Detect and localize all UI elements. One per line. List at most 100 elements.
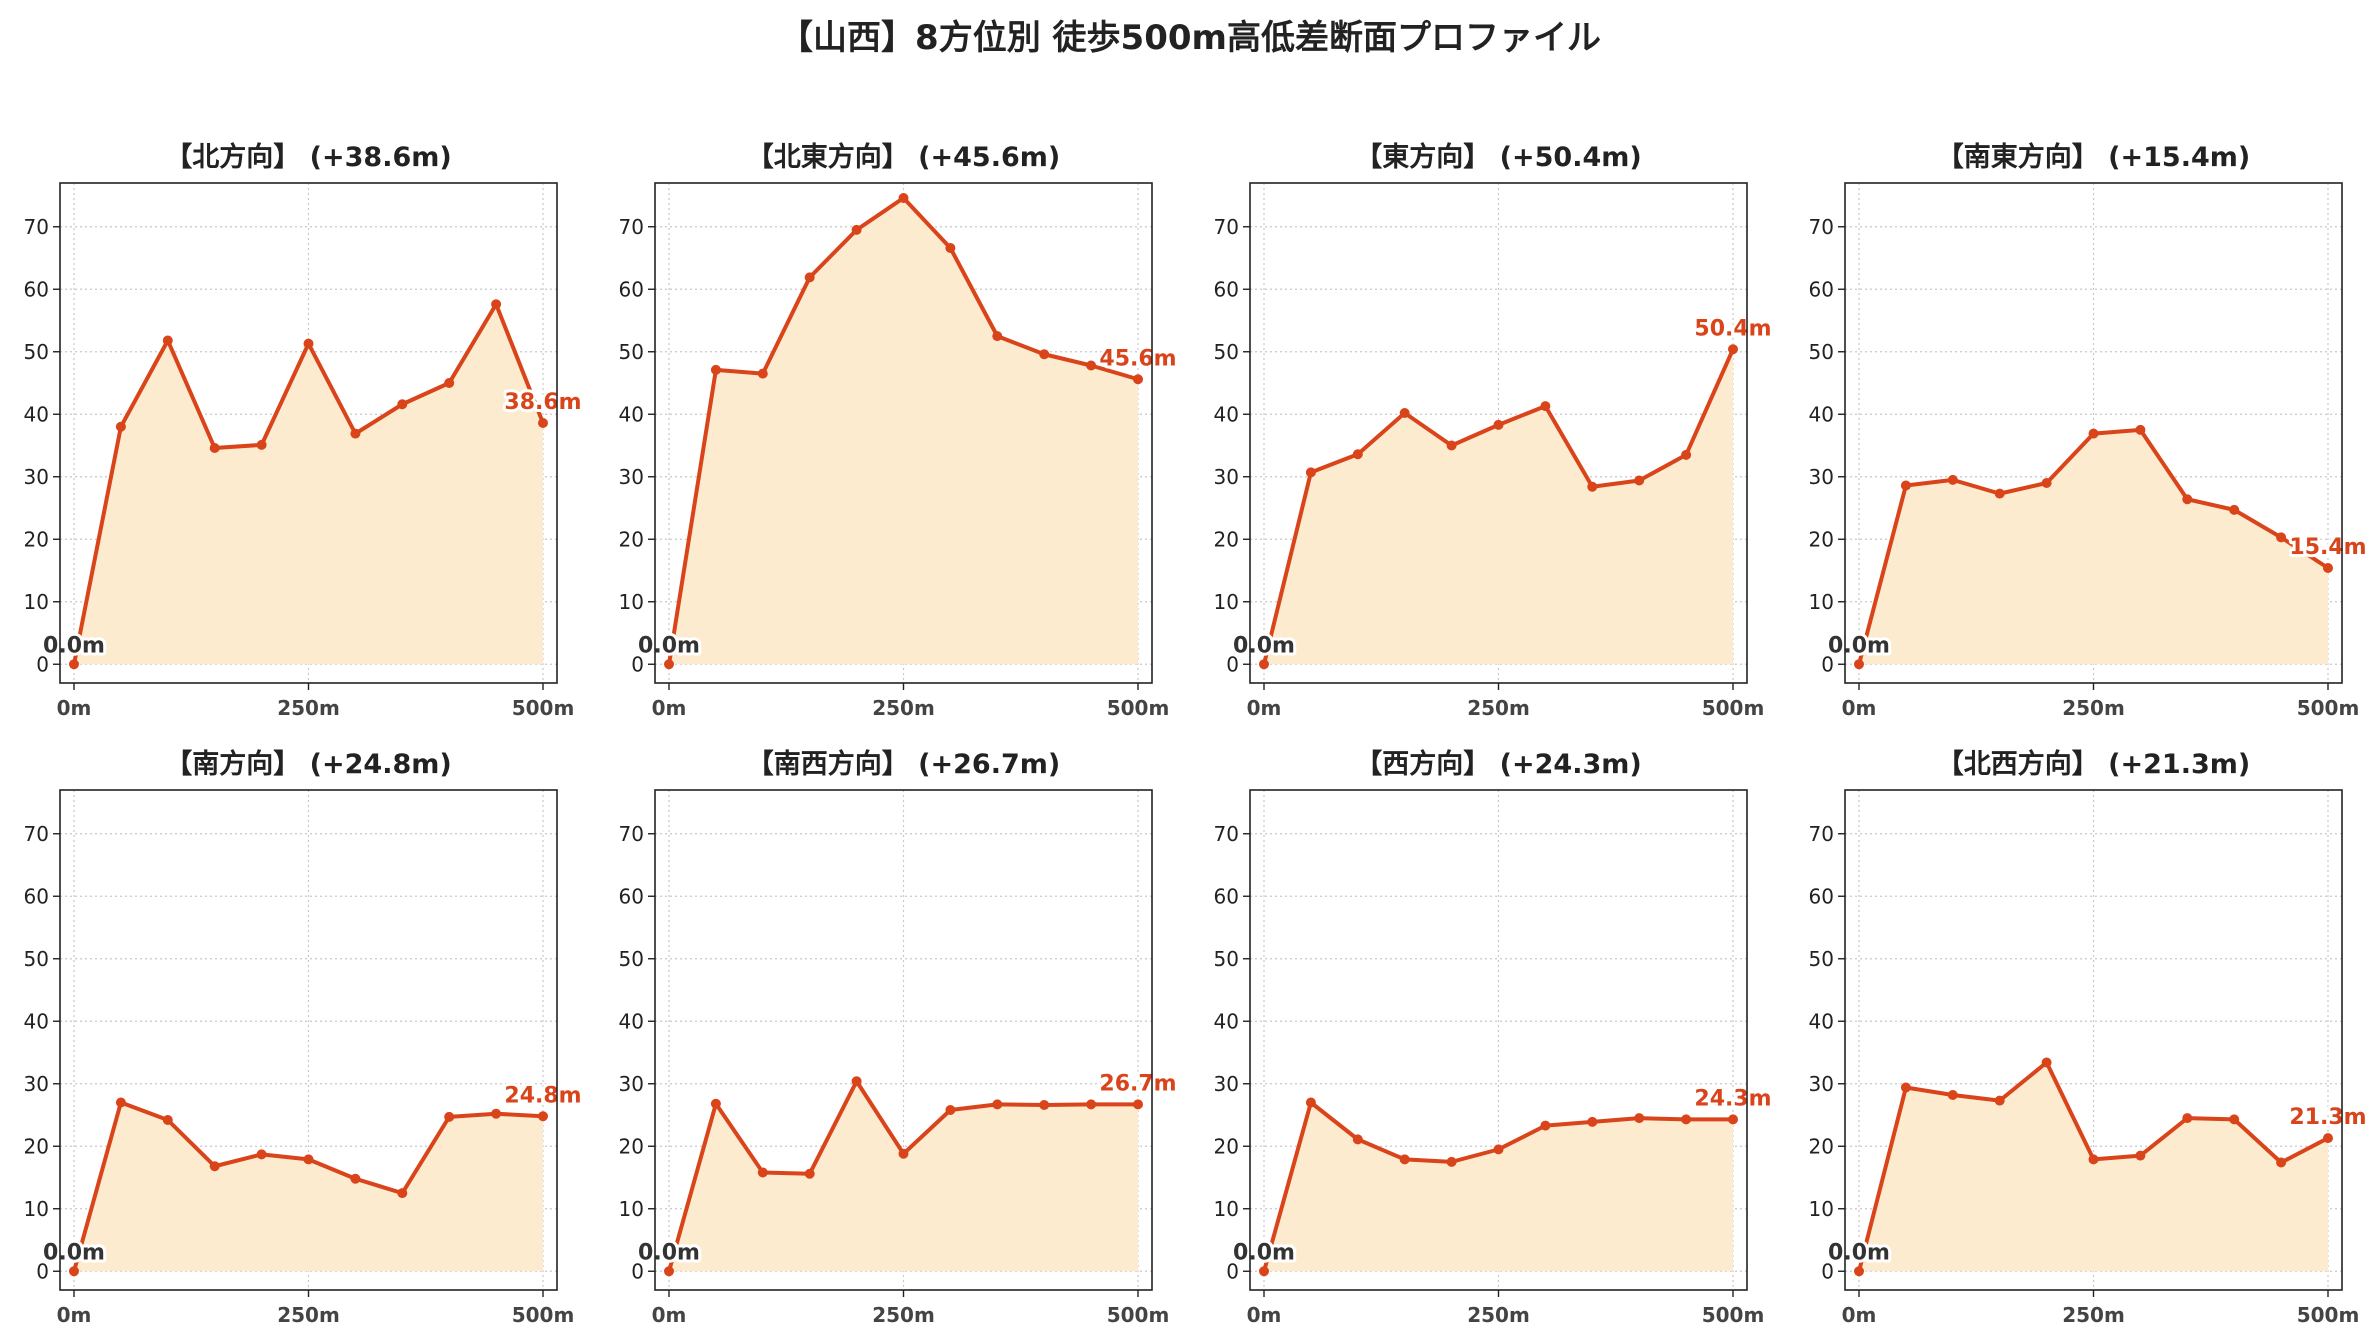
data-point (1259, 659, 1269, 670)
panel-title: 【南西方向】 (+26.7m) (747, 748, 1060, 780)
x-tick-label: 0m (1842, 1303, 1877, 1327)
data-point (1681, 1114, 1692, 1125)
end-label: 26.7m (1099, 1071, 1176, 1096)
data-point (2088, 428, 2099, 439)
data-point (1587, 1116, 1598, 1127)
x-tick-label: 0m (652, 696, 687, 720)
data-point (162, 1115, 173, 1125)
data-point (898, 1148, 909, 1159)
x-tick-label: 250m (1467, 1303, 1530, 1327)
data-point (851, 224, 862, 235)
y-tick-label: 60 (619, 277, 644, 301)
data-point (1086, 360, 1097, 371)
data-point (1634, 1113, 1645, 1124)
start-label: 0.0m (43, 1240, 105, 1265)
y-tick-label: 50 (1809, 947, 1834, 971)
y-tick-label: 20 (619, 1134, 644, 1158)
data-point (115, 1097, 126, 1108)
x-tick-label: 0m (1247, 1303, 1282, 1327)
data-point (1446, 1156, 1457, 1167)
data-point (2041, 478, 2052, 488)
data-point (1681, 449, 1692, 460)
y-tick-label: 0 (1226, 652, 1239, 676)
y-tick-label: 50 (1214, 947, 1239, 971)
data-point (209, 443, 220, 453)
data-point (1728, 344, 1738, 355)
data-point (804, 1168, 815, 1179)
data-point (1399, 408, 1410, 418)
data-point (1994, 1095, 2005, 1106)
data-point (1305, 467, 1316, 478)
panel-3: 【東方向】 (+50.4m) 0.0m 50.4m 0 10 20 30 40 50 60 70 0m… (1214, 141, 1775, 720)
data-point (303, 338, 314, 349)
end-label: 21.3m (2289, 1105, 2366, 1130)
x-tick-label: 500m (1107, 1303, 1170, 1327)
y-tick-label: 40 (619, 1009, 644, 1033)
figure-title: 【山西】8方位別 徒歩500m高低差断面プロファイル (779, 18, 1601, 58)
end-label: 38.6m (504, 390, 581, 415)
data-point (1039, 349, 1050, 360)
y-tick-label: 70 (1214, 822, 1239, 846)
y-tick-label: 50 (24, 947, 49, 971)
x-tick-label: 250m (277, 696, 340, 720)
data-point (1493, 419, 1504, 430)
y-tick-label: 30 (24, 1072, 49, 1096)
x-tick-label: 250m (2062, 696, 2125, 720)
start-label: 0.0m (43, 633, 105, 658)
x-tick-label: 250m (872, 1303, 935, 1327)
panel-title: 【北東方向】 (+45.6m) (747, 141, 1060, 173)
data-point (397, 399, 408, 410)
panel-title: 【南方向】 (+24.8m) (165, 748, 451, 780)
y-tick-label: 70 (24, 215, 49, 239)
data-point (664, 1266, 674, 1277)
y-tick-label: 40 (1809, 402, 1834, 426)
y-tick-label: 10 (619, 1197, 644, 1221)
y-tick-label: 10 (1214, 590, 1239, 614)
data-point (491, 1108, 502, 1119)
data-point (1086, 1099, 1097, 1110)
data-point (1352, 449, 1363, 460)
y-tick-label: 0 (1226, 1259, 1239, 1283)
data-point (2135, 424, 2146, 435)
data-point (1305, 1097, 1316, 1108)
y-tick-label: 60 (24, 884, 49, 908)
x-tick-label: 500m (512, 696, 575, 720)
y-tick-label: 40 (24, 402, 49, 426)
x-tick-label: 0m (57, 1303, 92, 1327)
start-label: 0.0m (1233, 633, 1295, 658)
data-point (538, 1111, 548, 1122)
data-point (1728, 1114, 1738, 1125)
area-fill (1859, 429, 2328, 665)
x-tick-label: 500m (1107, 696, 1170, 720)
data-point (1446, 440, 1457, 451)
y-tick-label: 60 (1809, 884, 1834, 908)
panel-6: 【南西方向】 (+26.7m) 0.0m 26.7m 0 10 20 30 40 50 60 70 0… (619, 748, 1180, 1327)
y-tick-label: 60 (1809, 277, 1834, 301)
data-point (992, 1099, 1003, 1110)
y-tick-label: 70 (619, 822, 644, 846)
data-point (1493, 1144, 1504, 1155)
data-point (1854, 1266, 1864, 1277)
y-tick-label: 30 (1214, 465, 1239, 489)
y-tick-label: 20 (1214, 527, 1239, 551)
y-tick-label: 40 (619, 402, 644, 426)
x-tick-label: 250m (277, 1303, 340, 1327)
data-point (2088, 1154, 2099, 1165)
start-label: 0.0m (638, 1240, 700, 1265)
data-point (1854, 659, 1864, 670)
y-tick-label: 0 (631, 652, 644, 676)
y-tick-label: 70 (619, 215, 644, 239)
data-point (992, 331, 1003, 342)
y-tick-label: 70 (1214, 215, 1239, 239)
end-label: 45.6m (1099, 346, 1176, 371)
y-tick-label: 50 (619, 340, 644, 364)
y-tick-label: 60 (619, 884, 644, 908)
x-tick-label: 250m (872, 696, 935, 720)
data-point (1994, 488, 2005, 499)
y-tick-label: 30 (1809, 1072, 1834, 1096)
panel-8: 【北西方向】 (+21.3m) 0.0m 21.3m 0 10 20 30 40 50 60 70 0… (1809, 748, 2370, 1327)
area-fill (74, 1102, 543, 1272)
y-tick-label: 40 (1214, 402, 1239, 426)
data-point (209, 1161, 220, 1172)
